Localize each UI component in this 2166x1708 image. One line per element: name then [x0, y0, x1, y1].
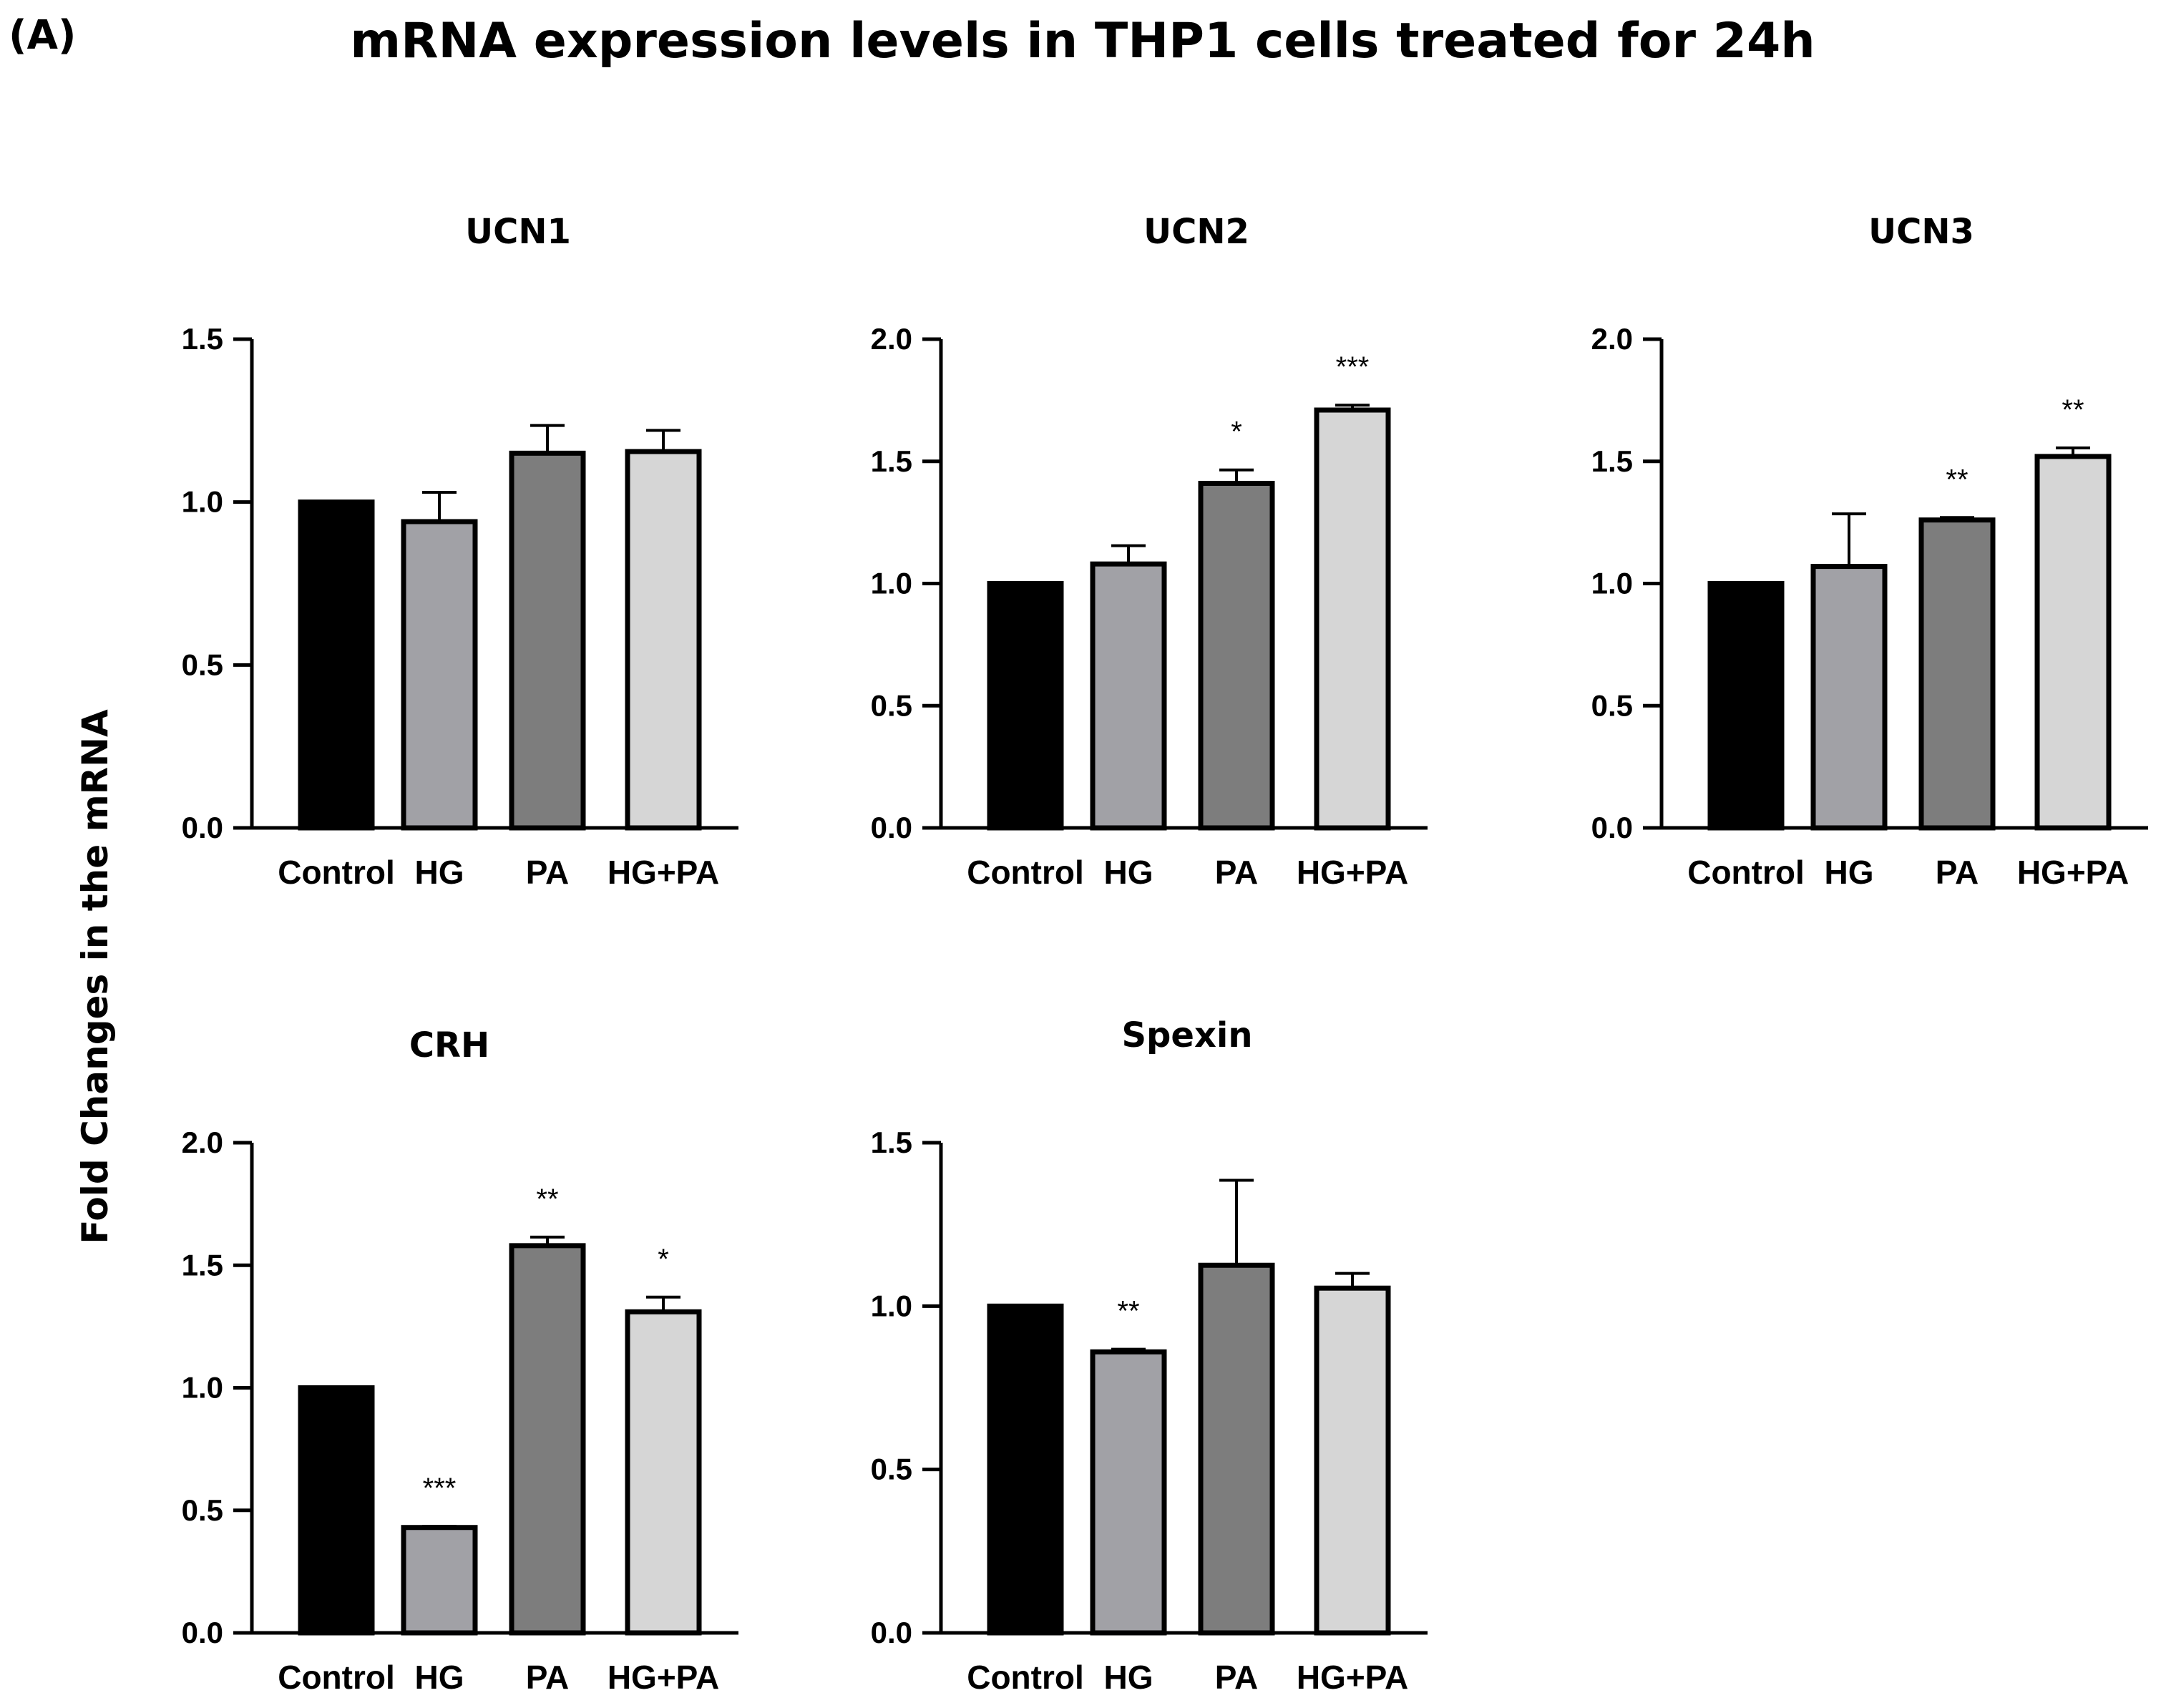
bar-spexin-0	[987, 1303, 1064, 1636]
significance-crh-1: ***	[423, 1473, 457, 1504]
significance-ucn3-2: **	[1946, 464, 1968, 495]
y-tick-label-spexin: 1.5	[871, 1126, 912, 1159]
bar-spexin-2	[1198, 1262, 1275, 1636]
bar-ucn3-2	[1918, 517, 1996, 831]
bar-ucn2-0	[987, 581, 1064, 831]
significance-spexin-1: **	[1117, 1296, 1139, 1327]
y-tick-label-ucn1: 1.5	[182, 322, 223, 356]
bar-ucn2-2	[1198, 480, 1275, 831]
shared-y-axis-label: Fold Changes in the mRNA	[74, 709, 116, 1244]
category-label-ucn1-2: PA	[526, 854, 570, 891]
y-tick-label-crh: 0.0	[182, 1616, 223, 1649]
category-label-ucn1-3: HG+PA	[608, 854, 719, 891]
bar-ucn1-2	[509, 450, 586, 831]
bar-ucn3-0	[1707, 581, 1785, 831]
significance-ucn3-3: **	[2062, 394, 2084, 426]
category-label-spexin-2: PA	[1215, 1659, 1259, 1696]
category-label-crh-0: Control	[278, 1659, 395, 1696]
bar-ucn1-0	[298, 499, 375, 831]
category-label-spexin-3: HG+PA	[1297, 1659, 1408, 1696]
y-tick-label-crh: 0.5	[182, 1493, 223, 1527]
y-tick-label-spexin: 0.0	[871, 1616, 912, 1649]
bar-ucn2-1	[1090, 561, 1167, 831]
category-label-ucn3-0: Control	[1687, 854, 1805, 891]
chart-title-ucn2: UCN2	[1143, 212, 1249, 252]
category-label-ucn2-2: PA	[1215, 854, 1259, 891]
category-label-crh-1: HG	[415, 1659, 464, 1696]
y-tick-label-ucn1: 0.0	[182, 811, 223, 844]
panel-label: (A)	[9, 12, 77, 59]
y-tick-label-spexin: 1.0	[871, 1289, 912, 1322]
category-label-ucn3-3: HG+PA	[2017, 854, 2129, 891]
chart-ucn1: UCN1 0.0 0.5 1.0 1.5 Control HG PA HG+PA	[182, 212, 738, 891]
figure-title: mRNA expression levels in THP1 cells tre…	[350, 13, 1815, 69]
category-label-spexin-0: Control	[967, 1659, 1084, 1696]
chart-title-crh: CRH	[409, 1025, 489, 1065]
y-tick-label-ucn2: 1.0	[871, 567, 912, 600]
category-label-crh-3: HG+PA	[608, 1659, 719, 1696]
bar-ucn1-1	[401, 519, 478, 831]
category-label-ucn3-2: PA	[1936, 854, 1979, 891]
y-tick-label-ucn3: 0.5	[1591, 688, 1633, 722]
y-tick-label-ucn3: 2.0	[1591, 322, 1633, 356]
bar-spexin-1	[1090, 1349, 1167, 1636]
bar-ucn2-3	[1314, 407, 1391, 831]
category-label-crh-2: PA	[526, 1659, 570, 1696]
chart-ucn3: UCN3 0.0 0.5 1.0 1.5 2.0 Control HG ** PA ** HG+PA	[1591, 212, 2148, 891]
y-tick-label-spexin: 0.5	[871, 1453, 912, 1486]
bar-crh-1	[401, 1525, 478, 1636]
significance-crh-2: **	[536, 1184, 558, 1215]
y-tick-label-ucn2: 2.0	[871, 322, 912, 356]
y-tick-label-ucn2: 0.5	[871, 688, 912, 722]
bar-crh-2	[509, 1243, 586, 1636]
category-label-ucn3-1: HG	[1825, 854, 1874, 891]
category-label-ucn2-1: HG	[1104, 854, 1153, 891]
chart-title-spexin: Spexin	[1121, 1015, 1252, 1055]
y-tick-label-ucn3: 0.0	[1591, 811, 1633, 844]
chart-crh: CRH 0.0 0.5 1.0 1.5 2.0 Control *** HG ** PA * HG+PA	[182, 1025, 738, 1696]
significance-crh-3: *	[658, 1244, 669, 1275]
y-tick-label-ucn3: 1.0	[1591, 567, 1633, 600]
bar-spexin-3	[1314, 1285, 1391, 1636]
y-tick-label-ucn1: 1.0	[182, 485, 223, 519]
category-label-ucn2-0: Control	[967, 854, 1084, 891]
bar-ucn1-3	[625, 449, 702, 831]
bar-crh-3	[625, 1309, 702, 1636]
category-label-ucn1-1: HG	[415, 854, 464, 891]
category-label-ucn1-0: Control	[278, 854, 395, 891]
bar-ucn3-1	[1810, 564, 1888, 831]
chart-title-ucn1: UCN1	[465, 212, 571, 252]
bar-ucn3-3	[2034, 454, 2112, 831]
bar-crh-0	[298, 1385, 375, 1636]
category-label-ucn2-3: HG+PA	[1297, 854, 1408, 891]
chart-title-ucn3: UCN3	[1868, 212, 1974, 252]
significance-ucn2-3: ***	[1336, 351, 1370, 383]
charts-group: UCN1 0.0 0.5 1.0 1.5 Control HG PA HG+PA UCN2 0.0 0…	[182, 212, 2148, 1696]
y-tick-label-ucn2: 0.0	[871, 811, 912, 844]
y-tick-label-crh: 1.5	[182, 1248, 223, 1282]
chart-spexin: Spexin 0.0 0.5 1.0 1.5 Control ** HG PA HG+PA	[871, 1015, 1428, 1696]
chart-ucn2: UCN2 0.0 0.5 1.0 1.5 2.0 Control HG * PA *** HG+PA	[871, 212, 1428, 891]
y-tick-label-ucn3: 1.5	[1591, 444, 1633, 478]
y-tick-label-ucn2: 1.5	[871, 444, 912, 478]
y-tick-label-ucn1: 0.5	[182, 648, 223, 681]
category-label-spexin-1: HG	[1104, 1659, 1153, 1696]
y-tick-label-crh: 1.0	[182, 1371, 223, 1405]
significance-ucn2-2: *	[1231, 416, 1242, 448]
y-tick-label-crh: 2.0	[182, 1126, 223, 1159]
